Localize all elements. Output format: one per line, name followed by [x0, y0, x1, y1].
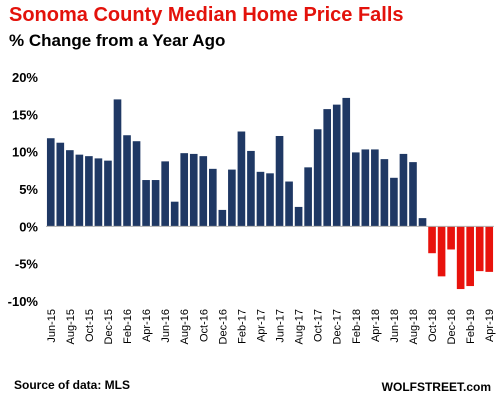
- x-tick-label: Feb-18: [351, 309, 363, 344]
- bar-Mar-17: [247, 150, 255, 227]
- bar-Nov-18: [437, 226, 446, 277]
- bar-Feb-16: [123, 135, 131, 227]
- bar-Jan-17: [228, 169, 236, 227]
- bar-Nov-15: [94, 158, 103, 227]
- y-tick-label: -5%: [15, 257, 39, 272]
- x-tick-label: Dec-15: [103, 309, 115, 344]
- bar-Jun-17: [275, 135, 284, 227]
- x-tick-label: Oct-17: [313, 309, 325, 342]
- bar-Nov-17: [323, 109, 332, 227]
- x-tick-label: Apr-18: [370, 309, 382, 342]
- y-axis: 20% 15% 10% 5% 0% -5% -10%: [8, 70, 39, 309]
- x-tick-label: Dec-18: [446, 309, 458, 344]
- bar-Feb-19: [466, 226, 474, 287]
- bar-Jan-18: [342, 97, 351, 227]
- bar-Dec-17: [332, 104, 341, 227]
- bar-Sep-17: [304, 167, 312, 227]
- bar-Jun-16: [161, 161, 169, 227]
- credit-label: WOLFSTREET.com: [381, 380, 491, 394]
- y-tick-label: 15%: [12, 107, 38, 122]
- x-tick-label: Jun-16: [160, 309, 172, 343]
- y-tick-label: 10%: [12, 145, 38, 160]
- bar-series: [46, 97, 494, 290]
- x-tick-label: Apr-16: [141, 309, 153, 342]
- bar-Oct-18: [428, 226, 436, 254]
- x-tick-label: Oct-16: [198, 309, 210, 342]
- bar-Sep-15: [75, 154, 84, 227]
- x-tick-label: Apr-19: [484, 309, 496, 342]
- x-tick-label: Aug-16: [179, 309, 191, 344]
- bar-Aug-17: [294, 206, 303, 227]
- bar-Jun-18: [390, 177, 398, 227]
- bar-Dec-15: [104, 160, 112, 227]
- x-tick-label: Apr-17: [255, 309, 267, 342]
- x-tick-label: Aug-18: [408, 309, 420, 344]
- x-tick-label: Dec-16: [217, 309, 229, 344]
- bar-May-18: [380, 159, 389, 227]
- bar-Feb-17: [237, 131, 246, 227]
- y-tick-label: 20%: [12, 70, 38, 85]
- chart-title: Sonoma County Median Home Price Falls: [9, 4, 404, 26]
- x-tick-label: Oct-15: [84, 309, 96, 342]
- bar-Apr-18: [371, 149, 379, 227]
- bar-Aug-16: [180, 153, 189, 227]
- x-tick-label: Feb-17: [236, 309, 248, 344]
- bar-Oct-17: [313, 129, 322, 227]
- bar-Jul-16: [170, 201, 179, 227]
- bar-Nov-16: [209, 168, 217, 227]
- bar-Dec-16: [218, 209, 227, 227]
- bar-Apr-19: [485, 226, 494, 272]
- bar-Aug-18: [409, 162, 417, 227]
- bar-Sep-18: [418, 218, 427, 227]
- bar-May-16: [151, 180, 160, 227]
- bar-Feb-18: [351, 152, 360, 227]
- bar-Apr-17: [256, 171, 265, 227]
- bar-Jun-15: [46, 138, 55, 227]
- x-tick-label: Aug-17: [294, 309, 306, 344]
- bar-Mar-16: [132, 141, 141, 227]
- bar-Jan-16: [113, 99, 122, 227]
- x-tick-label: Jun-17: [275, 309, 287, 343]
- x-tick-label: Feb-19: [465, 309, 477, 344]
- bar-Oct-15: [85, 156, 93, 227]
- x-tick-label: Dec-17: [332, 309, 344, 344]
- bar-Jan-19: [456, 226, 465, 290]
- chart-subtitle: % Change from a Year Ago: [9, 31, 226, 50]
- bar-Jul-15: [56, 142, 65, 227]
- bar-Sep-16: [189, 153, 198, 227]
- bar-Dec-18: [447, 226, 455, 250]
- bar-Jul-18: [399, 153, 408, 227]
- x-tick-label: Jun-18: [389, 309, 401, 343]
- y-tick-label: 5%: [19, 182, 38, 197]
- x-tick-label: Aug-15: [65, 309, 77, 344]
- y-tick-label: -10%: [8, 294, 39, 309]
- y-tick-label: 0%: [19, 219, 38, 234]
- bar-Mar-18: [361, 149, 370, 227]
- bar-Jul-17: [285, 181, 293, 227]
- bar-Apr-16: [142, 180, 150, 227]
- x-axis: Jun-15 Aug-15 Oct-15 Dec-15 Feb-16 Apr-16 Jun-…: [46, 309, 496, 344]
- bar-Mar-19: [475, 226, 484, 272]
- x-tick-label: Oct-18: [427, 309, 439, 342]
- x-tick-label: Jun-15: [46, 309, 58, 343]
- bar-May-17: [266, 173, 274, 227]
- x-tick-label: Feb-16: [122, 309, 134, 344]
- bar-Aug-15: [66, 150, 74, 227]
- bar-Oct-16: [199, 156, 208, 227]
- source-note: Source of data: MLS: [14, 378, 131, 392]
